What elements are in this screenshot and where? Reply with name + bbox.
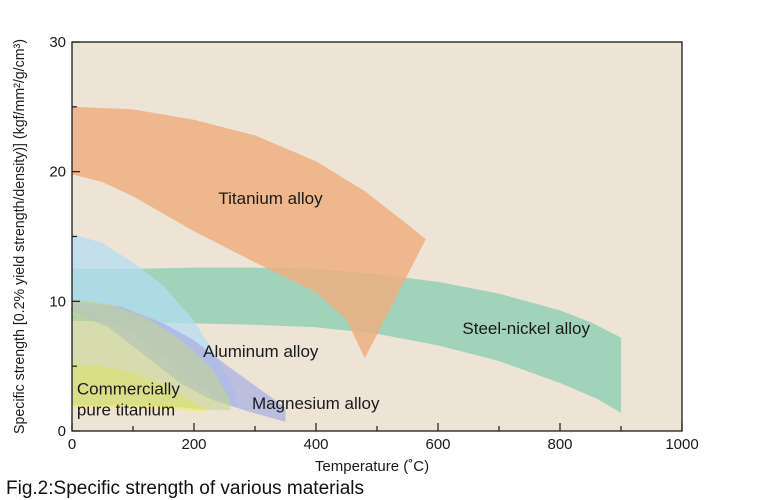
x-tick-label: 1000 bbox=[665, 436, 698, 453]
x-tick-label: 600 bbox=[425, 436, 450, 453]
figure-caption: Fig.2:Specific strength of various mater… bbox=[6, 478, 364, 499]
y-tick-label: 30 bbox=[49, 34, 66, 51]
overlap-region-5 bbox=[72, 298, 231, 411]
aluminum-alloy-label: Aluminum alloy bbox=[203, 342, 319, 361]
steel-nickel-alloy-region bbox=[72, 267, 621, 413]
axes-layer: 0 10 20 30 0 200 400 600 800 1000 bbox=[49, 34, 698, 453]
region-labels-layer: Steel-nickel alloy Titanium alloy Aluminum… bbox=[77, 189, 591, 419]
y-axis-title: Specific strength [0.2% yield strength/d… bbox=[11, 39, 28, 434]
x-tick-label: 0 bbox=[68, 436, 76, 453]
regions-layer bbox=[72, 106, 621, 422]
magnesium-alloy-label: Magnesium alloy bbox=[252, 394, 380, 413]
titanium-alloy-region bbox=[72, 106, 426, 359]
x-tick-label: 800 bbox=[547, 436, 572, 453]
x-tick-label: 400 bbox=[303, 436, 328, 453]
x-axis-title: Temperature (˚C) bbox=[315, 458, 429, 475]
titanium-alloy-label: Titanium alloy bbox=[218, 189, 323, 208]
y-tick-label: 0 bbox=[58, 423, 66, 440]
y-tick-label: 20 bbox=[49, 164, 66, 181]
y-tick-label: 10 bbox=[49, 293, 66, 310]
x-tick-label: 200 bbox=[181, 436, 206, 453]
steel-nickel-alloy-label: Steel-nickel alloy bbox=[462, 319, 590, 338]
commercially-pure-titanium-label-1: Commercially bbox=[77, 379, 180, 398]
commercially-pure-titanium-label-2: pure titanium bbox=[77, 400, 175, 419]
